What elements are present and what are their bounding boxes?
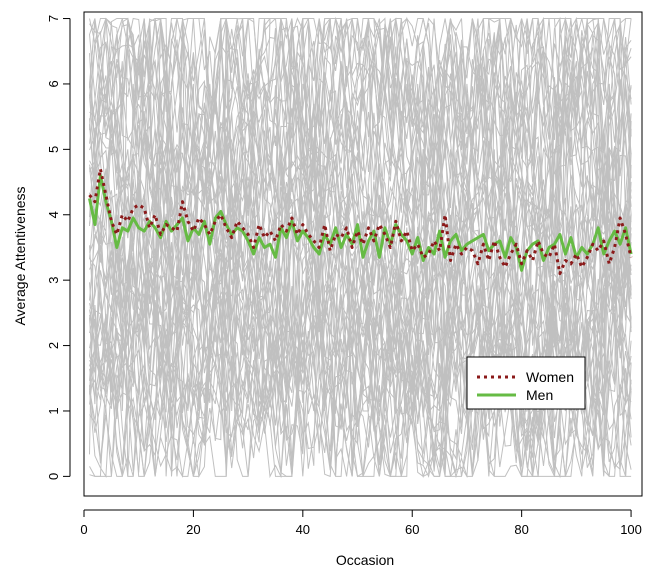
individual-line [89, 18, 632, 477]
individual-line [89, 18, 632, 478]
individual-line [89, 18, 632, 412]
individual-line [89, 83, 632, 478]
y-tick-label: 1 [46, 407, 61, 414]
x-tick-label: 0 [80, 522, 87, 537]
individual-line [89, 18, 632, 412]
x-tick-label: 100 [620, 522, 642, 537]
individual-line [89, 17, 632, 281]
individual-line [89, 18, 632, 471]
y-axis-title: Average Attentiveness [12, 186, 28, 325]
individual-line [89, 16, 632, 412]
y-tick-label: 4 [46, 211, 61, 218]
y-axis: 0 1 2 3 4 5 6 7 [46, 15, 71, 480]
individual-line [89, 17, 632, 412]
individual-line [89, 140, 632, 409]
series-lines [88, 167, 633, 276]
y-tick-label: 3 [46, 277, 61, 284]
x-tick-label: 40 [296, 522, 310, 537]
legend-men-label: Men [526, 387, 553, 403]
individual-line [89, 18, 632, 462]
y-tick-label: 7 [46, 15, 61, 22]
y-tick-label: 0 [46, 473, 61, 480]
x-axis-title: Occasion [336, 552, 394, 568]
legend-box [466, 356, 586, 410]
y-tick-label: 2 [46, 342, 61, 349]
individual-line [89, 17, 632, 346]
x-tick-label: 20 [186, 522, 200, 537]
individual-line [89, 71, 632, 433]
legend-women-label: Women [526, 369, 574, 385]
legend: Women Men [466, 356, 586, 410]
y-tick-label: 5 [46, 146, 61, 153]
y-tick-label: 6 [46, 80, 61, 87]
x-axis: 0 20 40 60 80 100 [80, 509, 642, 537]
individual-line [89, 214, 632, 479]
x-tick-label: 80 [514, 522, 528, 537]
individual-line [89, 35, 632, 412]
plot-frame [83, 11, 643, 497]
x-tick-label: 60 [405, 522, 419, 537]
